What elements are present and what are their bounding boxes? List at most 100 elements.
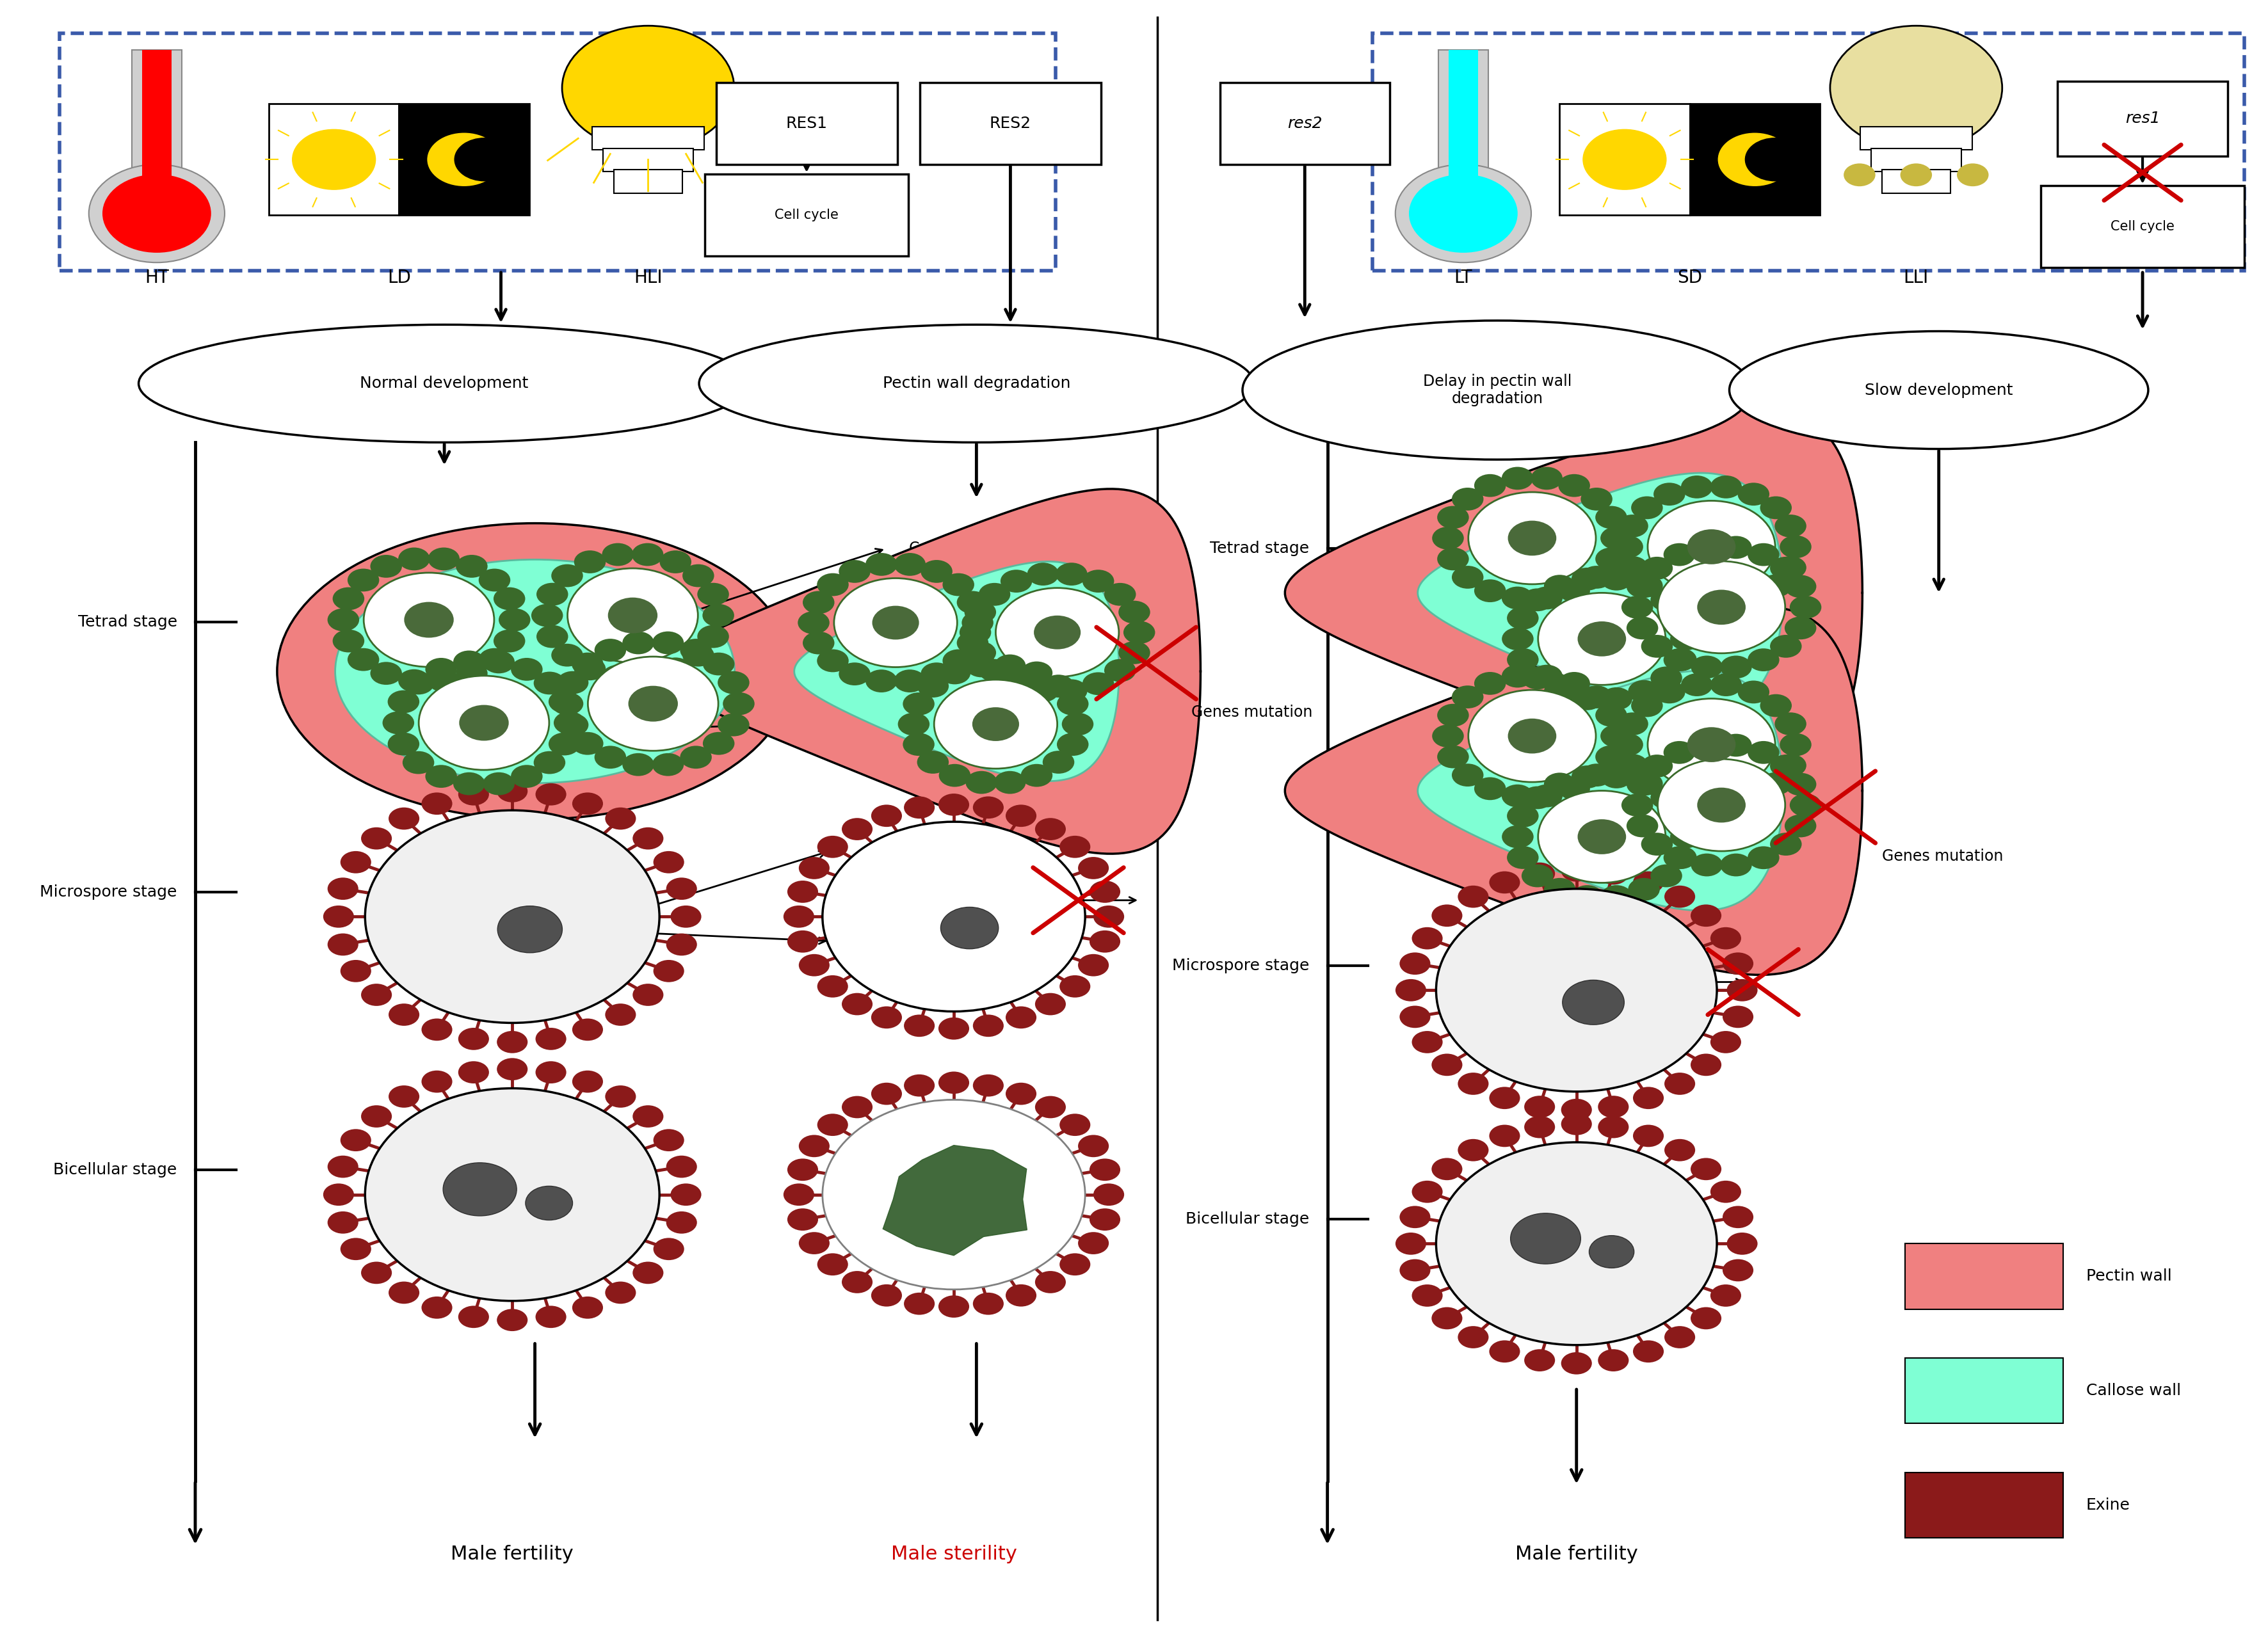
Circle shape [653,1238,685,1260]
Circle shape [1395,164,1531,262]
Circle shape [1572,568,1603,591]
Circle shape [1760,694,1792,717]
Circle shape [1458,1072,1488,1095]
Circle shape [1737,588,1769,611]
Circle shape [1658,760,1785,851]
Circle shape [1769,635,1801,658]
Polygon shape [1286,607,1862,976]
Circle shape [1524,1095,1556,1118]
Circle shape [683,565,714,588]
Text: RES1: RES1 [785,116,828,131]
Circle shape [327,609,358,632]
Polygon shape [662,489,1200,855]
Circle shape [1749,648,1780,671]
Circle shape [1665,648,1696,671]
Circle shape [1710,1285,1742,1306]
Circle shape [1531,784,1563,807]
Circle shape [458,782,490,805]
Circle shape [866,670,898,692]
Circle shape [1438,547,1470,570]
Circle shape [572,732,603,755]
Circle shape [1642,755,1674,778]
Circle shape [572,1018,603,1041]
Circle shape [574,550,606,573]
Circle shape [798,1233,830,1254]
Circle shape [1005,1082,1036,1105]
Circle shape [1431,1054,1463,1076]
Circle shape [798,954,830,976]
Circle shape [1601,766,1633,789]
Circle shape [1055,563,1086,586]
Circle shape [1760,575,1792,598]
Circle shape [551,643,583,666]
Circle shape [973,1293,1005,1315]
Circle shape [823,822,1084,1012]
Circle shape [1626,815,1658,837]
Text: LT: LT [1454,268,1472,286]
Circle shape [993,655,1025,678]
Circle shape [1749,846,1780,869]
Circle shape [510,658,542,681]
Circle shape [996,588,1118,676]
Text: res2: res2 [1288,116,1322,131]
Circle shape [1522,666,1554,689]
Circle shape [1467,493,1597,584]
Text: CYP703A2: CYP703A2 [909,750,987,766]
Circle shape [1696,589,1746,625]
Circle shape [978,583,1009,606]
Circle shape [1599,1349,1628,1372]
Circle shape [1501,665,1533,688]
Bar [1438,51,1488,213]
Bar [1372,34,2245,270]
Circle shape [1789,794,1821,817]
Circle shape [1665,846,1696,869]
Circle shape [456,555,488,578]
Circle shape [1508,521,1556,555]
Circle shape [499,609,531,632]
Circle shape [1681,792,1712,815]
Circle shape [667,1156,696,1177]
Circle shape [1545,679,1576,702]
Circle shape [340,1130,372,1151]
Circle shape [1653,681,1685,704]
Circle shape [916,674,948,697]
Circle shape [660,550,692,573]
Circle shape [966,655,998,678]
Circle shape [921,560,953,583]
Circle shape [1601,725,1633,748]
Circle shape [1760,496,1792,519]
Polygon shape [882,1146,1027,1256]
Circle shape [1474,778,1506,800]
Circle shape [1579,622,1626,656]
Circle shape [429,670,460,692]
Circle shape [426,764,456,787]
Ellipse shape [699,324,1254,442]
Circle shape [1399,1259,1431,1282]
Circle shape [1774,755,1805,778]
Circle shape [841,818,873,840]
Circle shape [1744,138,1805,182]
Circle shape [1572,688,1603,710]
Circle shape [966,771,998,794]
Text: Microspore stage: Microspore stage [41,884,177,900]
Circle shape [1055,679,1086,702]
Bar [603,149,694,172]
Bar [921,82,1100,164]
Circle shape [420,676,549,769]
Ellipse shape [1243,321,1751,460]
Circle shape [1613,535,1642,558]
Bar [270,103,399,214]
Circle shape [1399,953,1431,974]
Circle shape [903,692,934,715]
Circle shape [1490,1087,1520,1110]
Circle shape [939,1018,968,1039]
Circle shape [458,1061,490,1084]
Bar [132,51,181,213]
Circle shape [782,1184,814,1206]
Bar [143,51,172,213]
Bar [1560,103,1690,214]
Circle shape [1628,575,1660,598]
Circle shape [1438,745,1470,768]
Circle shape [1538,593,1665,684]
Circle shape [628,686,678,722]
